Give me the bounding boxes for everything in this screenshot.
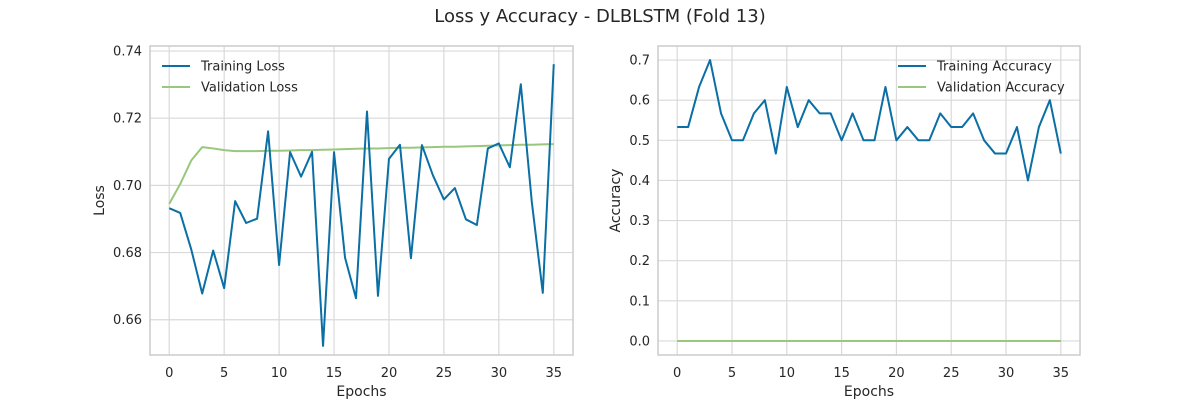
x-tick-label: 15 bbox=[833, 366, 850, 381]
y-tick-label: 0.66 bbox=[113, 313, 142, 328]
y-tick-label: 0.6 bbox=[629, 94, 650, 109]
x-tick-label: 0 bbox=[673, 366, 681, 381]
y-tick-label: 0.1 bbox=[629, 294, 650, 309]
chart-panel-2: 0 5 10 15 20 25 30 35 0.0 0.1 0.2 0.3 0.4 0.5 0.6 0.7 Ep… bbox=[608, 45, 1081, 400]
legend: Training Loss Validation Loss bbox=[162, 60, 298, 96]
series-line-validation bbox=[168, 143, 554, 205]
y-tick-label: 0.3 bbox=[629, 214, 650, 229]
y-axis-label: Accuracy bbox=[608, 169, 624, 233]
x-tick-label: 25 bbox=[943, 366, 960, 381]
x-tick-label: 0 bbox=[165, 366, 173, 381]
y-tick-label: 0.68 bbox=[113, 246, 142, 261]
legend-label: Training Accuracy bbox=[936, 60, 1052, 75]
y-tick-label: 0.4 bbox=[629, 174, 650, 189]
y-tick-label: 0.2 bbox=[629, 254, 650, 269]
y-tick-label: 0.70 bbox=[113, 179, 142, 194]
x-tick-label: 30 bbox=[491, 366, 508, 381]
x-tick-label: 30 bbox=[998, 366, 1015, 381]
x-tick-label: 20 bbox=[381, 366, 398, 381]
x-tick-label: 10 bbox=[779, 366, 796, 381]
x-axis-label: Epochs bbox=[336, 384, 386, 400]
chart-panel-1: 0 5 10 15 20 25 30 35 0.66 0.68 0.70 0.72 0.74 Epochs… bbox=[92, 45, 574, 400]
legend-label: Validation Loss bbox=[201, 81, 298, 96]
series-line-training bbox=[677, 59, 1062, 182]
x-tick-label: 15 bbox=[326, 366, 343, 381]
x-tick-label: 25 bbox=[436, 366, 453, 381]
y-tick-label: 0.74 bbox=[113, 45, 142, 60]
x-tick-label: 35 bbox=[1053, 366, 1070, 381]
plot-frame bbox=[149, 45, 574, 356]
y-axis-label: Loss bbox=[92, 185, 108, 216]
legend-label: Validation Accuracy bbox=[937, 81, 1065, 96]
legend-label: Training Loss bbox=[200, 60, 285, 75]
plot-frame bbox=[657, 45, 1081, 356]
y-tick-label: 0.5 bbox=[629, 134, 650, 149]
x-axis-label: Epochs bbox=[844, 384, 894, 400]
figure-title: Loss y Accuracy - DLBLSTM (Fold 13) bbox=[434, 6, 766, 27]
x-tick-label: 5 bbox=[220, 366, 228, 381]
y-tick-label: 0.7 bbox=[629, 54, 650, 69]
y-tick-label: 0.72 bbox=[113, 112, 142, 127]
x-tick-label: 35 bbox=[545, 366, 562, 381]
x-tick-label: 10 bbox=[271, 366, 288, 381]
x-tick-label: 20 bbox=[888, 366, 905, 381]
series-line-training bbox=[168, 64, 555, 347]
legend: Training Accuracy Validation Accuracy bbox=[898, 60, 1065, 96]
y-tick-label: 0.0 bbox=[629, 334, 650, 349]
x-tick-label: 5 bbox=[728, 366, 736, 381]
